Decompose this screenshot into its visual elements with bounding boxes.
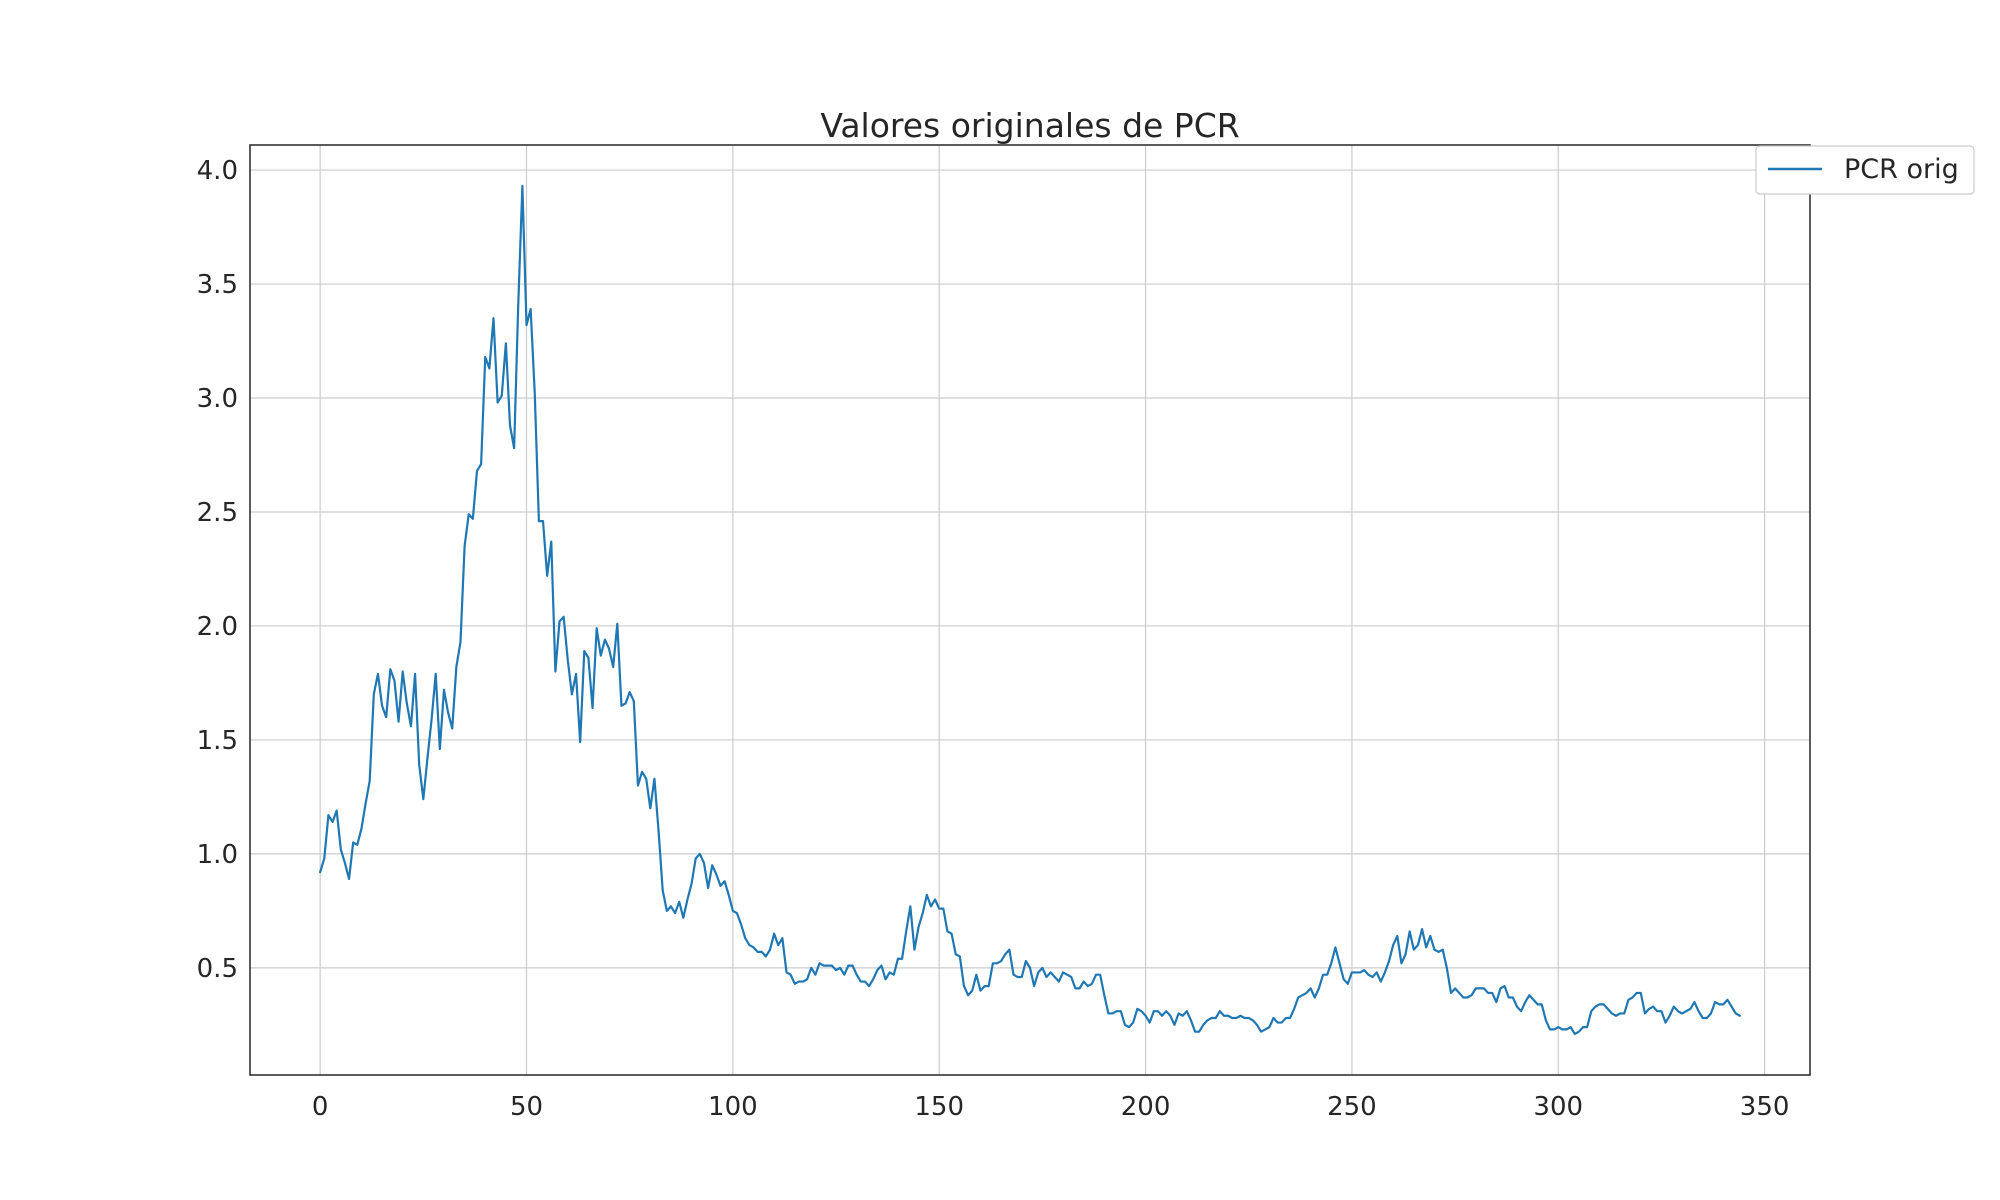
y-tick-label: 0.5 (197, 954, 238, 984)
x-tick-label: 250 (1327, 1092, 1377, 1122)
x-axis-ticks: 0 50 100 150 200 250 300 350 (312, 1092, 1790, 1122)
x-tick-label: 300 (1533, 1092, 1583, 1122)
x-tick-label: 350 (1740, 1092, 1790, 1122)
y-tick-label: 2.0 (197, 612, 238, 642)
legend: PCR orig (1755, 145, 1975, 195)
plot-frame (249, 144, 1811, 1076)
y-tick-label: 1.0 (197, 840, 238, 870)
y-tick-label: 2.5 (197, 498, 238, 528)
y-tick-label: 3.5 (197, 270, 238, 300)
x-tick-label: 150 (914, 1092, 964, 1122)
chart-title: Valores originales de PCR (820, 106, 1239, 145)
series-line-pcr-orig (319, 184, 1741, 1036)
series-layer (319, 184, 1741, 1036)
legend-box (1755, 145, 1975, 195)
x-tick-label: 0 (312, 1092, 329, 1122)
x-tick-label: 50 (510, 1092, 543, 1122)
y-tick-label: 1.5 (197, 726, 238, 756)
y-tick-label: 3.0 (197, 384, 238, 414)
y-tick-label: 4.0 (197, 156, 238, 186)
x-tick-label: 200 (1121, 1092, 1171, 1122)
grid (250, 145, 1810, 1075)
y-axis-ticks: 0.5 1.0 1.5 2.0 2.5 3.0 3.5 4.0 (197, 156, 238, 984)
x-tick-label: 100 (708, 1092, 758, 1122)
legend-label-pcr-orig: PCR orig (1844, 154, 1959, 185)
